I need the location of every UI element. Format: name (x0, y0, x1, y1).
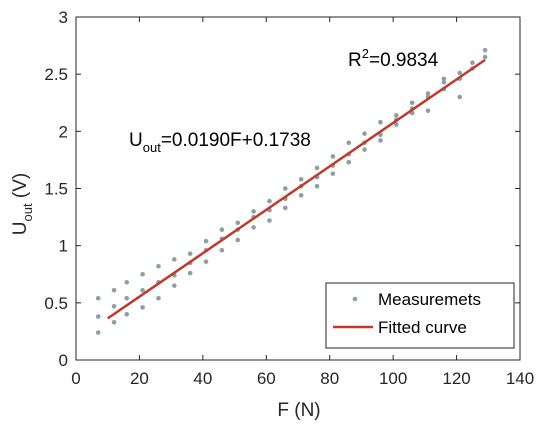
y-tick-label: 0 (59, 351, 68, 370)
data-point (378, 119, 383, 125)
y-tick-label: 3 (59, 8, 68, 27)
data-point (156, 263, 161, 269)
y-tick-label: 1.5 (44, 180, 68, 199)
y-tick-label: 0.5 (44, 294, 68, 313)
data-point (362, 147, 367, 152)
data-point (251, 225, 256, 230)
data-point (441, 76, 447, 82)
data-point (219, 227, 225, 232)
x-tick-label: 100 (379, 369, 407, 388)
data-point (298, 193, 304, 198)
data-point (283, 205, 288, 211)
r-squared-annotation: R2=0.9834 (348, 46, 439, 71)
y-axis-label: Uout (V) (10, 173, 35, 235)
data-point (470, 60, 475, 66)
data-point (330, 171, 336, 176)
legend-marker-measurements (352, 296, 358, 302)
y-tick-label: 1 (59, 237, 68, 256)
legend: Measuremets Fitted curve (325, 282, 515, 349)
x-axis: 0 20 40 60 80 100 120 140 (71, 17, 534, 388)
data-point (219, 247, 225, 253)
data-point (140, 305, 145, 310)
data-point (457, 94, 463, 100)
data-point (314, 183, 320, 189)
x-tick-label: 80 (320, 369, 339, 388)
data-point (298, 177, 304, 182)
data-point (425, 108, 431, 114)
data-point (482, 54, 488, 60)
data-point (267, 218, 272, 223)
data-point (156, 295, 161, 301)
legend-label-measurements: Measuremets (378, 290, 481, 309)
data-point (394, 122, 399, 127)
data-point (95, 330, 101, 335)
x-tick-label: 0 (71, 369, 80, 388)
data-point (362, 131, 367, 136)
data-point (187, 251, 193, 256)
equation-annotation: Uout=0.0190F+0.1738 (129, 130, 311, 155)
fit-layer (107, 58, 486, 320)
x-tick-label: 40 (193, 369, 212, 388)
data-point (441, 79, 447, 85)
x-tick-label: 20 (130, 369, 149, 388)
fitted-curve (107, 58, 486, 320)
data-point (140, 271, 145, 277)
data-point (203, 259, 209, 264)
data-point (95, 295, 101, 301)
data-point (140, 287, 145, 293)
data-point (235, 237, 241, 243)
data-point (425, 91, 431, 96)
data-point (111, 319, 117, 325)
x-tick-label: 60 (257, 369, 276, 388)
x-tick-label: 120 (442, 369, 470, 388)
data-point (482, 47, 488, 53)
data-point (124, 279, 130, 285)
data-point (235, 220, 241, 226)
data-point (457, 70, 463, 76)
data-point (111, 287, 117, 293)
x-tick-label: 140 (506, 369, 534, 388)
legend-label-fit: Fitted curve (378, 318, 467, 337)
data-point (203, 238, 209, 244)
data-point (187, 270, 193, 276)
data-point (330, 154, 336, 159)
data-point (378, 138, 383, 143)
data-point (267, 198, 272, 204)
data-point (409, 100, 415, 106)
y-tick-label: 2.5 (44, 65, 68, 84)
data-point (394, 113, 399, 118)
data-point (251, 209, 256, 214)
data-point (172, 283, 177, 288)
data-point (346, 159, 352, 165)
y-tick-label: 2 (59, 122, 68, 141)
legend-box (325, 282, 515, 349)
data-point (95, 314, 101, 319)
data-point (172, 257, 177, 262)
data-point (314, 165, 320, 171)
data-point (111, 303, 117, 309)
data-point (346, 140, 352, 146)
data-point (124, 295, 130, 301)
y-axis: 0 0.5 1 1.5 2 2.5 3 (44, 8, 520, 370)
x-axis-label: F (N) (277, 400, 320, 421)
data-point (124, 311, 130, 317)
data-point (283, 186, 288, 191)
